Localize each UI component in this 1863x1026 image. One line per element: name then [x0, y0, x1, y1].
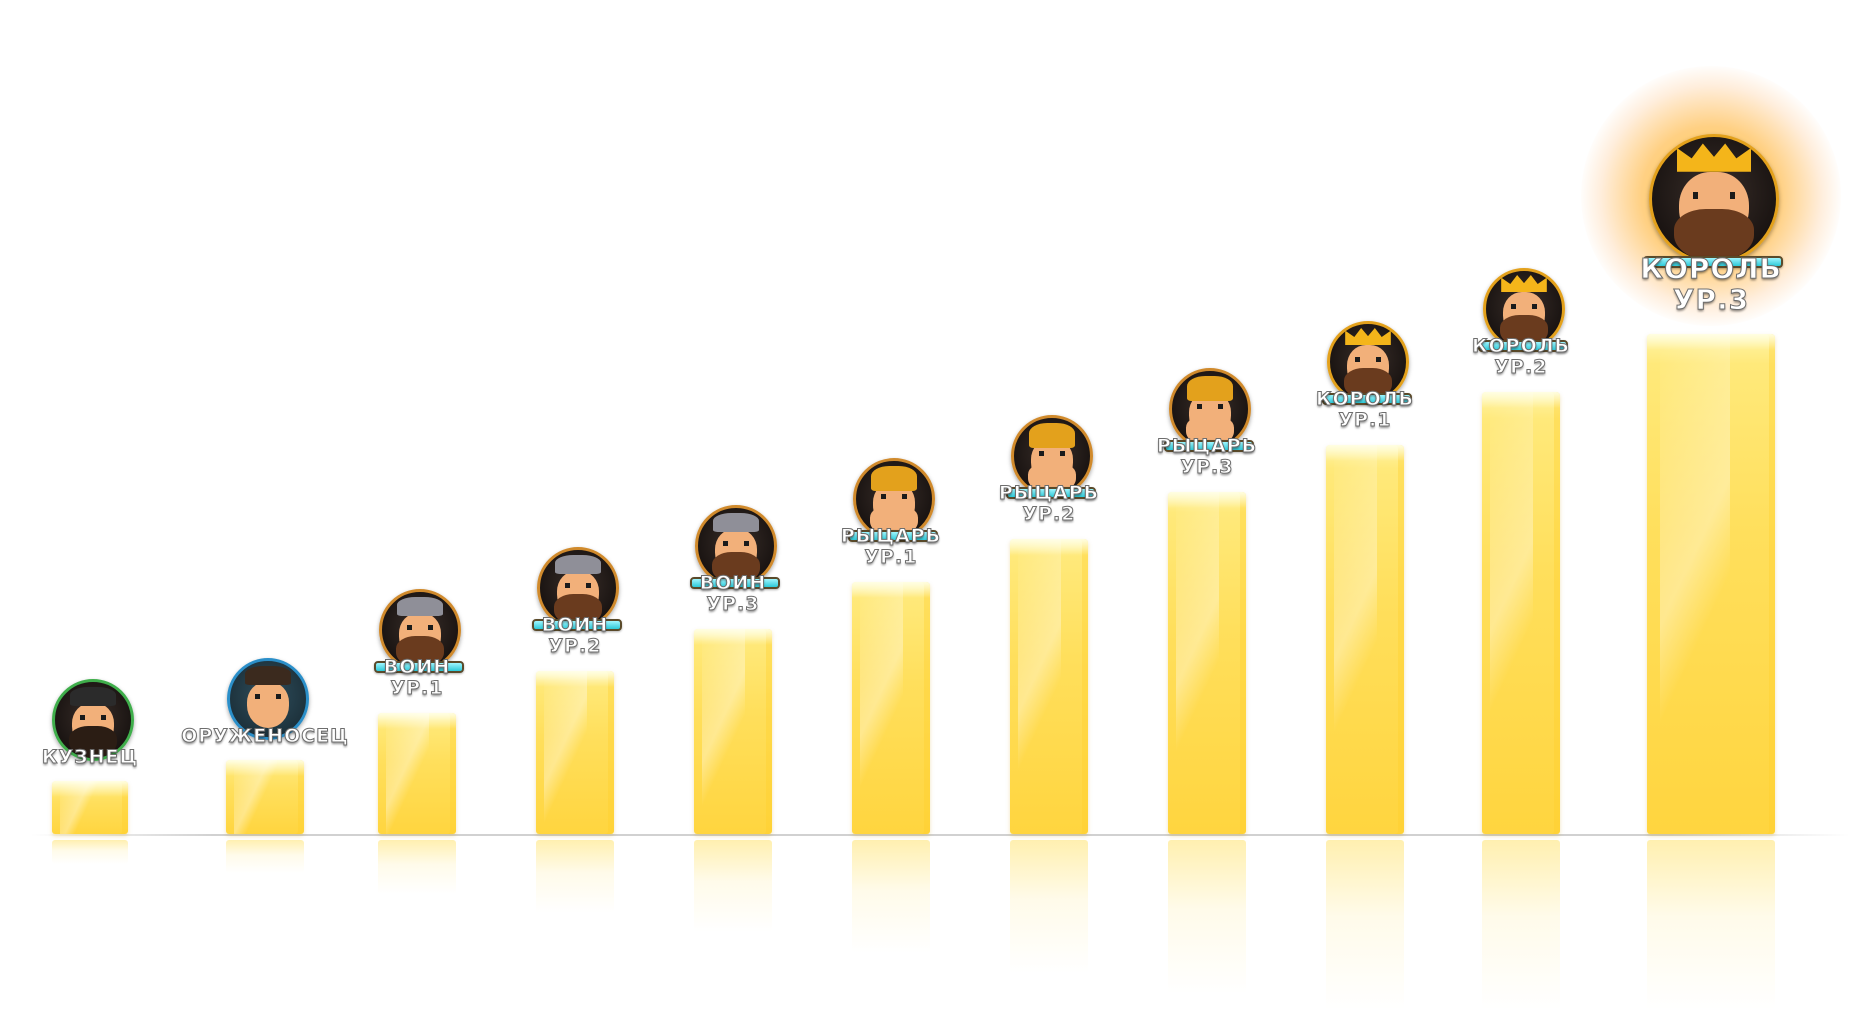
bar-reflection	[852, 840, 930, 953]
rank-level: УР.1	[864, 545, 918, 568]
chart-bar	[1326, 445, 1404, 834]
bar-reflection	[694, 840, 772, 932]
king-icon	[1327, 321, 1409, 403]
rank-name: РЫЦАРЬ	[840, 525, 942, 547]
rank-name: РЫЦАРЬ	[998, 482, 1100, 504]
rank-label: КОРОЛЬ УР.1	[1255, 388, 1475, 431]
rank-level: УР.3	[1180, 455, 1234, 478]
knight-icon	[853, 458, 935, 540]
rank-name: КОРОЛЬ	[1471, 335, 1571, 357]
bar-reflection	[1168, 840, 1246, 994]
xp-bar	[374, 661, 464, 673]
chart-bar	[536, 671, 614, 834]
warrior-icon	[695, 505, 777, 587]
chart-bar	[52, 781, 128, 834]
xp-bar	[532, 619, 622, 631]
rank-label: РЫЦАРЬ УР.3	[1097, 435, 1317, 478]
xp-bar	[1643, 256, 1783, 268]
chart-bar	[1647, 334, 1775, 834]
rank-name: РЫЦАРЬ	[1156, 435, 1258, 457]
squire-icon	[227, 658, 309, 740]
knight-icon	[1169, 368, 1251, 450]
rank-level: УР.2	[1022, 502, 1076, 525]
rank-name: ОРУЖЕНОСЕЦ	[181, 725, 349, 747]
chart-baseline	[30, 834, 1850, 836]
xp-bar	[1006, 487, 1096, 499]
rank-level: УР.2	[1494, 355, 1548, 378]
rank-name: КУЗНЕЦ	[41, 746, 139, 768]
rank-label: КОРОЛЬ УР.2	[1411, 335, 1631, 378]
rank-name: КОРОЛЬ	[1640, 252, 1782, 285]
chart-bar	[1482, 392, 1560, 834]
rank-level: УР.1	[390, 676, 444, 699]
bar-reflection	[1326, 840, 1404, 1010]
chart-bar	[378, 713, 456, 834]
king-icon	[1483, 268, 1565, 350]
rank-label: РЫЦАРЬ УР.2	[939, 482, 1159, 525]
bar-reflection	[52, 840, 128, 864]
rank-label: КОРОЛЬ УР.3	[1601, 252, 1821, 316]
blacksmith-icon	[52, 679, 134, 761]
xp-bar	[690, 577, 780, 589]
chart-bar	[226, 760, 304, 834]
bar-reflection	[1010, 840, 1088, 973]
bar-reflection	[226, 840, 304, 873]
bar-reflection	[1482, 840, 1560, 1010]
rank-name: ВОИН	[383, 656, 451, 678]
rank-name: ВОИН	[699, 572, 767, 594]
rank-label: ВОИН УР.2	[465, 614, 685, 657]
chart-bar	[694, 629, 772, 834]
rank-label: ОРУЖЕНОСЕЦ	[155, 725, 375, 747]
xp-bar	[1322, 393, 1412, 405]
bar-reflection	[536, 840, 614, 913]
rank-level: УР.1	[1338, 408, 1392, 431]
warrior-icon	[537, 547, 619, 629]
rank-name: КОРОЛЬ	[1315, 388, 1415, 410]
xp-bar	[848, 530, 938, 542]
rank-level: УР.3	[706, 592, 760, 615]
xp-bar	[1164, 440, 1254, 452]
rank-name: ВОИН	[541, 614, 609, 636]
king-icon	[1649, 134, 1779, 264]
rank-label: КУЗНЕЦ	[0, 746, 200, 768]
rank-level: УР.3	[1672, 282, 1750, 316]
chart-bar	[852, 582, 930, 834]
rank-label: РЫЦАРЬ УР.1	[781, 525, 1001, 568]
bar-reflection	[1647, 840, 1775, 1010]
chart-bar	[1010, 539, 1088, 834]
rank-level: УР.2	[548, 634, 602, 657]
knight-icon	[1011, 415, 1093, 497]
xp-bar	[1478, 340, 1568, 352]
rank-label: ВОИН УР.1	[307, 656, 527, 699]
chart-bar	[1168, 492, 1246, 834]
rank-label: ВОИН УР.3	[623, 572, 843, 615]
bar-reflection	[378, 840, 456, 894]
